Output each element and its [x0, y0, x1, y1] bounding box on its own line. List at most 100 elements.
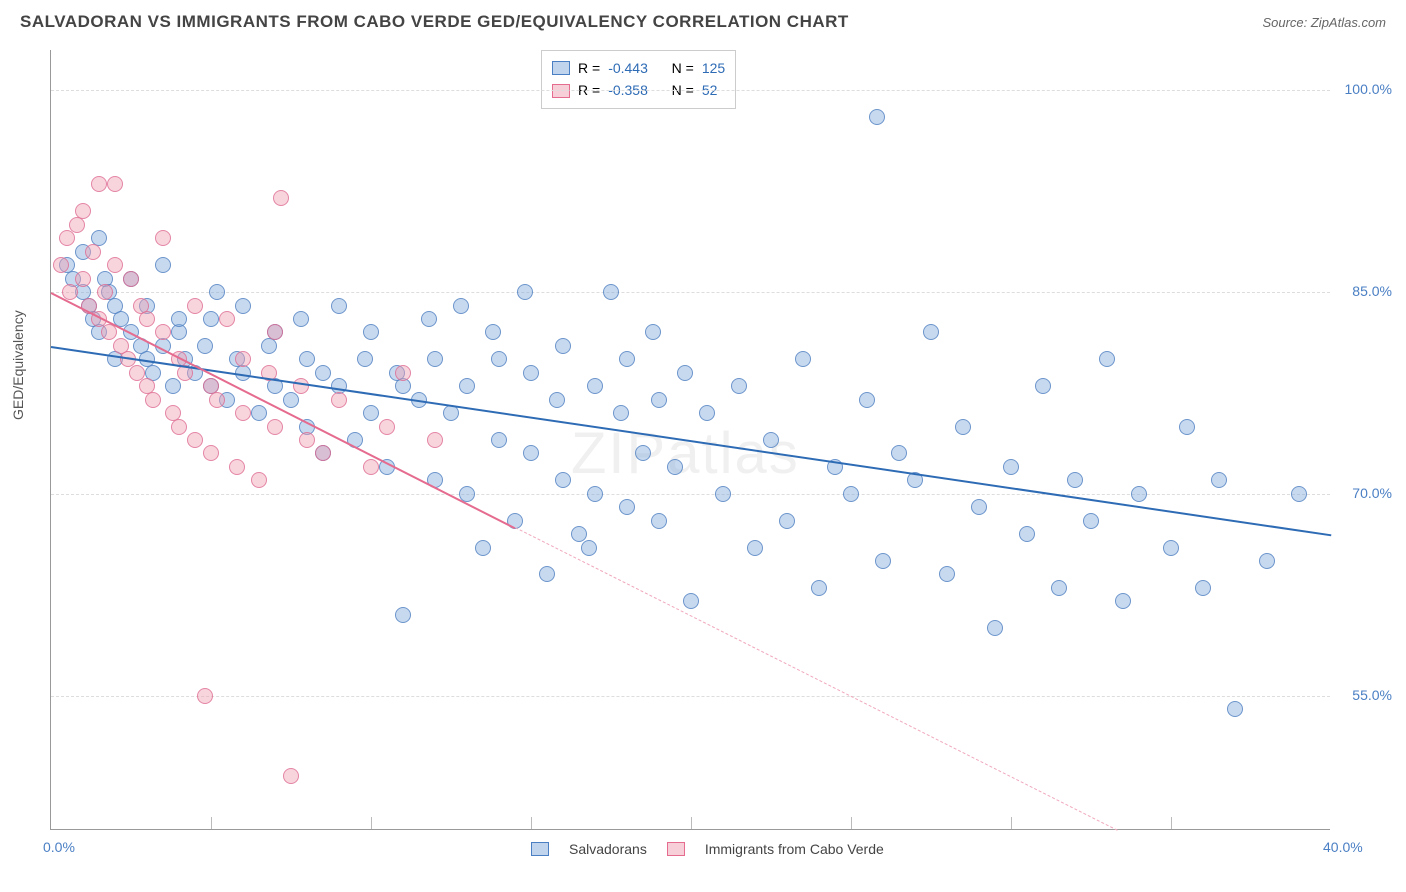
scatter-point [859, 392, 875, 408]
scatter-point [155, 257, 171, 273]
scatter-point [85, 244, 101, 260]
scatter-point [677, 365, 693, 381]
scatter-point [1195, 580, 1211, 596]
scatter-point [651, 392, 667, 408]
scatter-point [209, 284, 225, 300]
scatter-point [187, 432, 203, 448]
y-tick-label: 100.0% [1345, 81, 1392, 97]
scatter-point [581, 540, 597, 556]
scatter-point [229, 459, 245, 475]
scatter-point [251, 472, 267, 488]
scatter-point [731, 378, 747, 394]
scatter-point [209, 392, 225, 408]
scatter-point [875, 553, 891, 569]
scatter-point [485, 324, 501, 340]
scatter-point [283, 392, 299, 408]
scatter-point [97, 284, 113, 300]
scatter-point [139, 311, 155, 327]
scatter-point [1211, 472, 1227, 488]
legend-label-caboverde: Immigrants from Cabo Verde [705, 841, 884, 857]
scatter-point [459, 378, 475, 394]
x-tick-mark [851, 817, 852, 829]
scatter-point [357, 351, 373, 367]
scatter-point [171, 311, 187, 327]
scatter-point [613, 405, 629, 421]
scatter-point [251, 405, 267, 421]
scatter-point [315, 365, 331, 381]
gridline-horizontal [51, 90, 1330, 91]
legend-swatch-blue-icon [531, 842, 549, 856]
scatter-point [107, 257, 123, 273]
x-tick-label: 0.0% [43, 839, 75, 855]
scatter-point [645, 324, 661, 340]
scatter-point [363, 324, 379, 340]
gridline-horizontal [51, 292, 1330, 293]
scatter-point [203, 445, 219, 461]
scatter-point [1131, 486, 1147, 502]
scatter-point [587, 378, 603, 394]
scatter-point [539, 566, 555, 582]
scatter-point [715, 486, 731, 502]
scatter-point [475, 540, 491, 556]
scatter-point [523, 445, 539, 461]
x-tick-mark [1171, 817, 1172, 829]
scatter-point [667, 459, 683, 475]
scatter-point [197, 688, 213, 704]
scatter-point [235, 351, 251, 367]
scatter-point [549, 392, 565, 408]
scatter-point [699, 405, 715, 421]
scatter-point [267, 324, 283, 340]
chart-title: SALVADORAN VS IMMIGRANTS FROM CABO VERDE… [20, 12, 849, 32]
legend-label-salvadorans: Salvadorans [569, 841, 647, 857]
legend-swatch-pink-icon [667, 842, 685, 856]
scatter-point [939, 566, 955, 582]
y-tick-label: 70.0% [1352, 485, 1392, 501]
y-tick-label: 55.0% [1352, 687, 1392, 703]
scatter-point [155, 324, 171, 340]
watermark-text: ZIPatlas [571, 420, 800, 487]
scatter-point [971, 499, 987, 515]
scatter-point [1227, 701, 1243, 717]
scatter-point [603, 284, 619, 300]
scatter-point [955, 419, 971, 435]
gridline-horizontal [51, 696, 1330, 697]
scatter-point [315, 445, 331, 461]
scatter-point [363, 459, 379, 475]
scatter-point [683, 593, 699, 609]
scatter-point [203, 311, 219, 327]
x-tick-mark [1011, 817, 1012, 829]
scatter-point [491, 432, 507, 448]
scatter-point [747, 540, 763, 556]
scatter-point [219, 311, 235, 327]
scatter-point [427, 432, 443, 448]
scatter-point [197, 338, 213, 354]
scatter-point [235, 405, 251, 421]
scatter-point [91, 176, 107, 192]
scatter-point [1083, 513, 1099, 529]
scatter-point [763, 432, 779, 448]
scatter-point [299, 351, 315, 367]
scatter-plot-area: ZIPatlas R = -0.443 N = 125 R = -0.358 N… [50, 50, 1330, 830]
chart-source: Source: ZipAtlas.com [1262, 15, 1386, 30]
scatter-point [283, 768, 299, 784]
scatter-point [651, 513, 667, 529]
scatter-point [635, 445, 651, 461]
stat-n-salvadorans: 125 [702, 57, 725, 79]
scatter-point [1003, 459, 1019, 475]
scatter-point [517, 284, 533, 300]
scatter-point [619, 351, 635, 367]
scatter-point [811, 580, 827, 596]
scatter-point [1051, 580, 1067, 596]
scatter-point [1291, 486, 1307, 502]
x-tick-label: 40.0% [1323, 839, 1363, 855]
x-tick-mark [371, 817, 372, 829]
scatter-point [1163, 540, 1179, 556]
scatter-point [171, 419, 187, 435]
scatter-point [273, 190, 289, 206]
scatter-point [62, 284, 78, 300]
scatter-point [555, 338, 571, 354]
scatter-point [987, 620, 1003, 636]
chart-header: SALVADORAN VS IMMIGRANTS FROM CABO VERDE… [0, 0, 1406, 40]
scatter-point [1259, 553, 1275, 569]
scatter-point [101, 324, 117, 340]
